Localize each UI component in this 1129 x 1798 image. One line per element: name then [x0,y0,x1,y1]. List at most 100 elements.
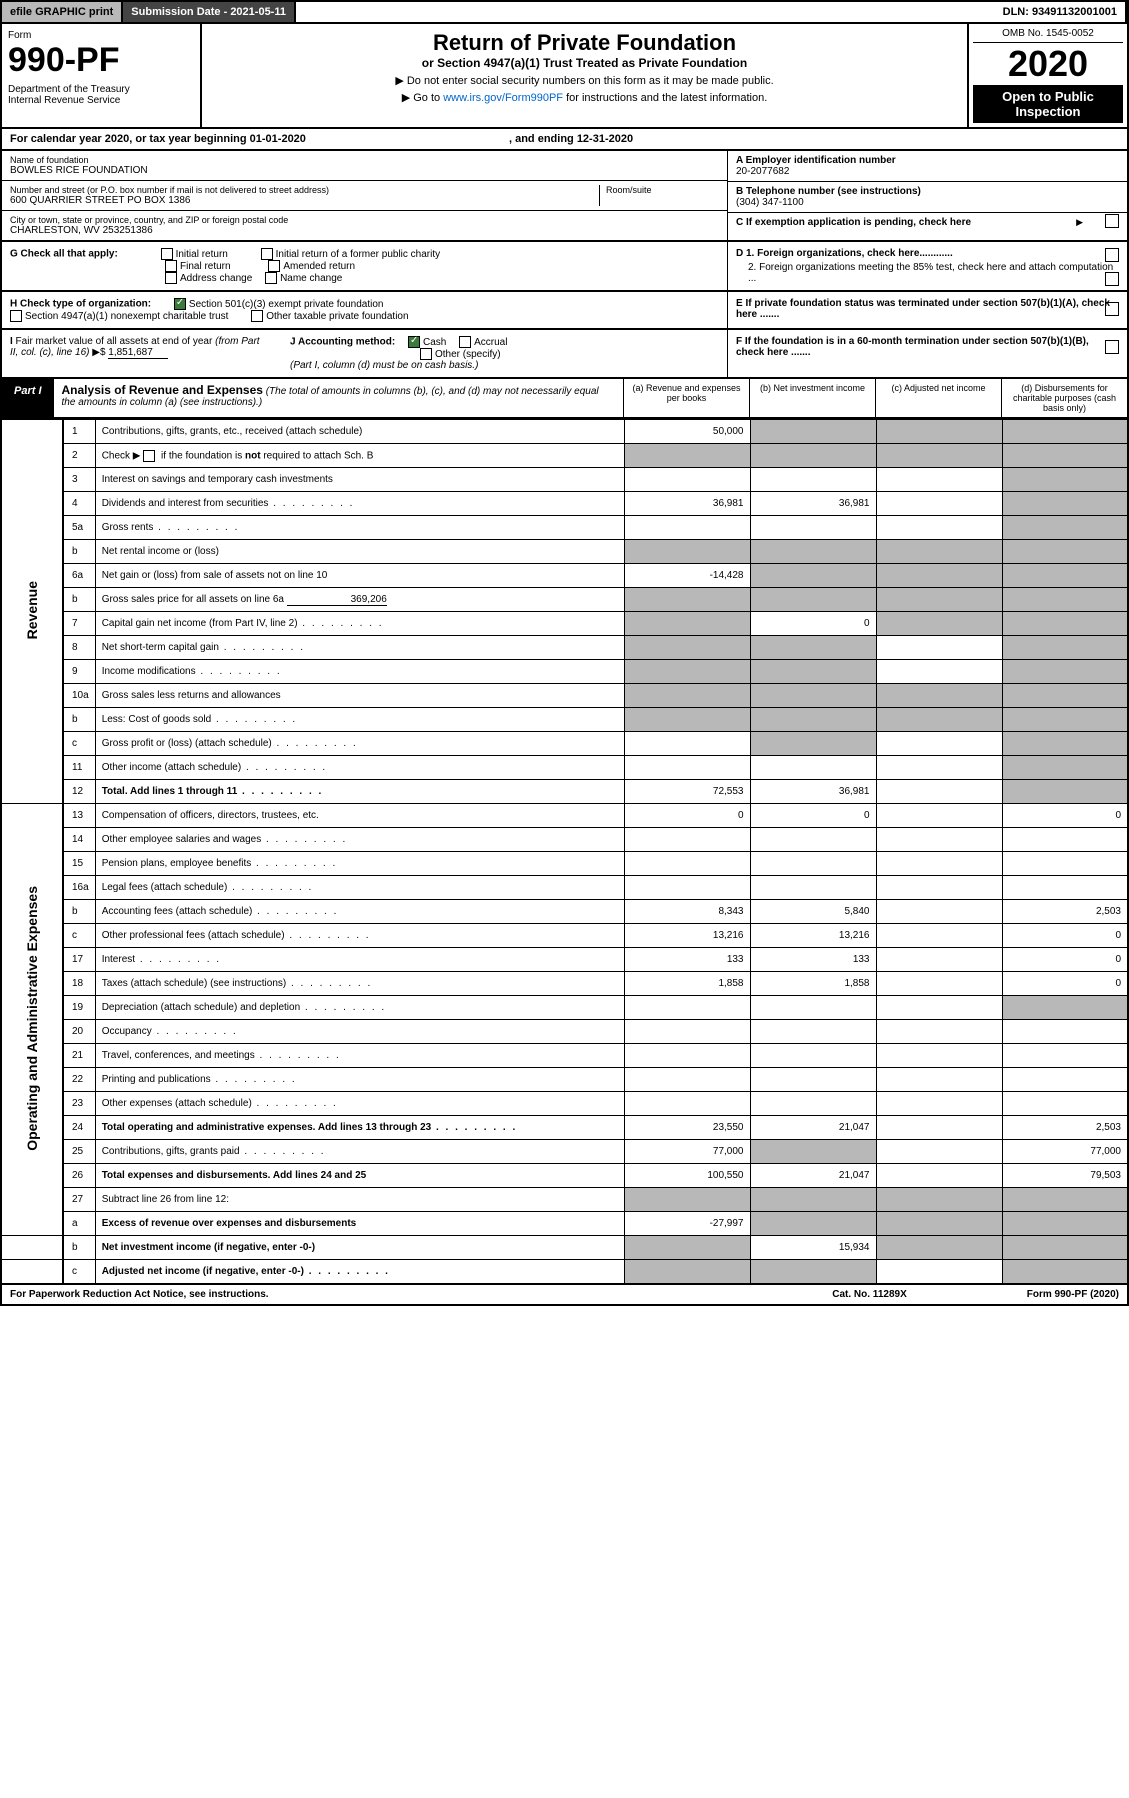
h-501c3-checkbox[interactable] [174,298,186,310]
row-8-num: 8 [63,636,95,660]
row-6b-inline: 369,206 [287,594,387,606]
row-25-a: 77,000 [624,1140,750,1164]
row-23-desc: Other expenses (attach schedule) [95,1092,624,1116]
row-12-b: 36,981 [750,780,876,804]
note-link: ▶ Go to www.irs.gov/Form990PF for instru… [208,91,961,104]
irs-link[interactable]: www.irs.gov/Form990PF [443,92,563,104]
row-18-b: 1,858 [750,972,876,996]
h-other-checkbox[interactable] [251,310,263,322]
j-other-checkbox[interactable] [420,348,432,360]
d1-checkbox[interactable] [1105,248,1119,262]
ein-label: A Employer identification number [736,155,1119,166]
j-cash-checkbox[interactable] [408,336,420,348]
row-16c-a: 13,216 [624,924,750,948]
row-8-desc: Net short-term capital gain [95,636,624,660]
f-checkbox[interactable] [1105,340,1119,354]
part1-header: Part I Analysis of Revenue and Expenses … [0,379,1129,419]
row-24-desc: Total operating and administrative expen… [95,1116,624,1140]
row-13-b: 0 [750,804,876,828]
j-label: J Accounting method: [290,337,395,348]
g-row: G Check all that apply: Initial return I… [0,242,1129,292]
g-opt-final: Final return [180,261,231,272]
row-27b-b: 15,934 [750,1236,876,1260]
row-11-num: 11 [63,756,95,780]
g-former-checkbox[interactable] [261,248,273,260]
row-12-num: 12 [63,780,95,804]
row-16b-a: 8,343 [624,900,750,924]
row-25-desc: Contributions, gifts, grants paid [95,1140,624,1164]
phone-value: (304) 347-1100 [736,197,1119,208]
row-6a-num: 6a [63,564,95,588]
row-17-desc: Interest [95,948,624,972]
row-18-d: 0 [1002,972,1128,996]
expenses-side-label: Operating and Administrative Expenses [24,886,40,1151]
row-16b-num: b [63,900,95,924]
tax-year: 2020 [973,43,1123,85]
row-16a-num: 16a [63,876,95,900]
department-text: Department of the TreasuryInternal Reven… [8,84,194,106]
h-label: H Check type of organization: [10,299,151,310]
g-opt-initial: Initial return [176,249,228,260]
addr-label: Number and street (or P.O. box number if… [10,185,599,195]
row-9-desc: Income modifications [95,660,624,684]
row-27a-desc: Excess of revenue over expenses and disb… [95,1212,624,1236]
row-7-desc: Capital gain net income (from Part IV, l… [95,612,624,636]
row-19-num: 19 [63,996,95,1020]
g-label: G Check all that apply: [10,249,118,260]
g-opt-name: Name change [280,273,342,284]
row-18-desc: Taxes (attach schedule) (see instruction… [95,972,624,996]
ein-value: 20-2077682 [736,166,1119,177]
g-final-checkbox[interactable] [165,260,177,272]
row-11-desc: Other income (attach schedule) [95,756,624,780]
col-c-header: (c) Adjusted net income [875,379,1001,417]
row-24-d: 2,503 [1002,1116,1128,1140]
row-26-b: 21,047 [750,1164,876,1188]
h-4947-checkbox[interactable] [10,310,22,322]
g-name-checkbox[interactable] [265,272,277,284]
top-bar: efile GRAPHIC print Submission Date - 20… [0,0,1129,24]
row-27b-num: b [63,1236,95,1260]
g-amended-checkbox[interactable] [268,260,280,272]
row-26-num: 26 [63,1164,95,1188]
row-14-desc: Other employee salaries and wages [95,828,624,852]
j-accrual-checkbox[interactable] [459,336,471,348]
calendar-year-row: For calendar year 2020, or tax year begi… [0,129,1129,151]
row-16b-desc: Accounting fees (attach schedule) [95,900,624,924]
e-label: E If private foundation status was termi… [736,298,1110,320]
row-13-num: 13 [63,804,95,828]
row-5b-num: b [63,540,95,564]
schb-checkbox[interactable] [143,450,155,462]
dln-label: DLN: 93491132001001 [995,2,1127,22]
row-25-num: 25 [63,1140,95,1164]
row-10a-desc: Gross sales less returns and allowances [95,684,624,708]
row-16c-d: 0 [1002,924,1128,948]
row-2-num: 2 [63,444,95,468]
row-13-d: 0 [1002,804,1128,828]
row-10c-num: c [63,732,95,756]
revenue-side-label: Revenue [24,581,40,639]
row-24-a: 23,550 [624,1116,750,1140]
row-4-num: 4 [63,492,95,516]
h-opt1: Section 501(c)(3) exempt private foundat… [189,299,384,310]
row-15-desc: Pension plans, employee benefits [95,852,624,876]
row-10b-num: b [63,708,95,732]
row-3-desc: Interest on savings and temporary cash i… [95,468,624,492]
row-27a-a: -27,997 [624,1212,750,1236]
room-label: Room/suite [606,185,719,195]
g-initial-checkbox[interactable] [161,248,173,260]
row-16c-num: c [63,924,95,948]
row-13-a: 0 [624,804,750,828]
row-17-num: 17 [63,948,95,972]
footer-right: Form 990-PF (2020) [1027,1289,1119,1300]
h-row: H Check type of organization: Section 50… [0,292,1129,330]
c-checkbox[interactable] [1105,214,1119,228]
g-address-checkbox[interactable] [165,272,177,284]
row-4-b: 36,981 [750,492,876,516]
row-22-num: 22 [63,1068,95,1092]
e-checkbox[interactable] [1105,302,1119,316]
street-address: 600 QUARRIER STREET PO BOX 1386 [10,195,599,206]
row-27c-num: c [63,1260,95,1284]
footer-left: For Paperwork Reduction Act Notice, see … [10,1289,269,1300]
row-21-num: 21 [63,1044,95,1068]
d2-checkbox[interactable] [1105,272,1119,286]
